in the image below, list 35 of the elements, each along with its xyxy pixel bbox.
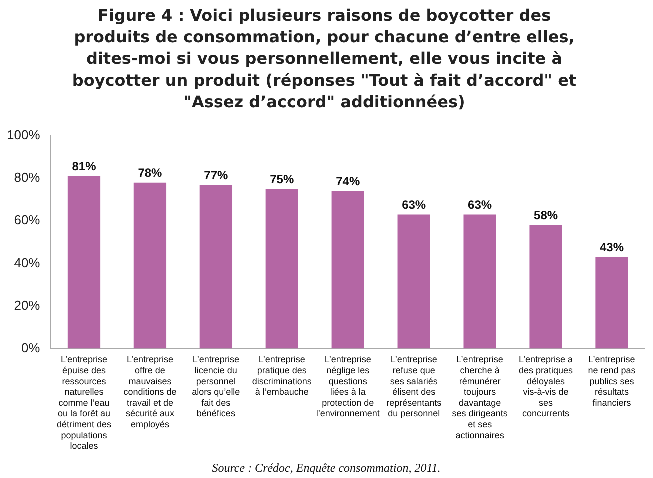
x-tick-label: L’entreprise refuse que ses salariés élisent des représentants du personnel bbox=[386, 354, 442, 419]
data-label: 63% bbox=[468, 198, 492, 212]
x-tick-label: L’entreprise néglige les questions liées à la protection de l’environnement bbox=[316, 354, 380, 419]
y-tick-label: 40% bbox=[14, 255, 41, 270]
bar bbox=[530, 225, 562, 349]
data-label: 81% bbox=[72, 160, 97, 174]
y-tick-label: 0% bbox=[21, 340, 41, 356]
x-tick-label: L’entreprise licencie du personnel alors qu’elle fait des bénéfices bbox=[192, 354, 240, 419]
bar bbox=[200, 184, 233, 349]
x-tick-label: L’entreprise a des pratiques déloyales vis-à-vis de ses concurrents bbox=[519, 354, 574, 419]
data-label: 74% bbox=[336, 174, 360, 189]
bar bbox=[266, 189, 298, 349]
bar bbox=[398, 214, 430, 349]
x-tick-label: L’entreprise cherche à rémunérer toujours davantage ses dirigeants et ses actionnaires bbox=[452, 354, 508, 440]
bar bbox=[464, 214, 496, 349]
chart-title: Figure 4 : Voici plusieurs raisons de boycotter des produits de consommation, pour chacune d’entre elles, dites-moi si vous personnellement, elle vous incite à boycotter un produit (réponses "Tout à fait d’accord" et "Assez d’accord" additionnées) bbox=[72, 6, 577, 112]
y-tick-label: 60% bbox=[14, 212, 41, 228]
data-label: 63% bbox=[402, 198, 426, 212]
source-note: Source : Crédoc, Enquête consommation, 2011. bbox=[212, 461, 441, 476]
y-tick-label: 100% bbox=[7, 128, 41, 143]
data-label: 75% bbox=[270, 172, 294, 187]
x-tick-label: L’entreprise pratique des discriminations à l’embauche bbox=[252, 354, 312, 398]
bar bbox=[68, 176, 101, 349]
data-label: 77% bbox=[204, 168, 229, 182]
data-label: 58% bbox=[534, 208, 558, 223]
bar bbox=[332, 191, 364, 349]
x-tick-label: L’entreprise ne rend pas publics ses résultats financiers bbox=[588, 354, 636, 408]
y-tick-label: 80% bbox=[14, 170, 41, 186]
bar bbox=[596, 257, 628, 349]
category-label: L’entreprise épuise des ressources naturelles comme l’eau ou la forêt au détriment des populations locales bbox=[56, 354, 112, 452]
y-tick-label: 20% bbox=[14, 298, 41, 313]
data-label: 78% bbox=[138, 166, 163, 180]
data-label: 43% bbox=[600, 240, 624, 255]
x-tick-label: L’entreprise offre de mauvaises conditions de travail et de sécurité aux employés bbox=[124, 354, 177, 430]
bar bbox=[134, 182, 167, 349]
